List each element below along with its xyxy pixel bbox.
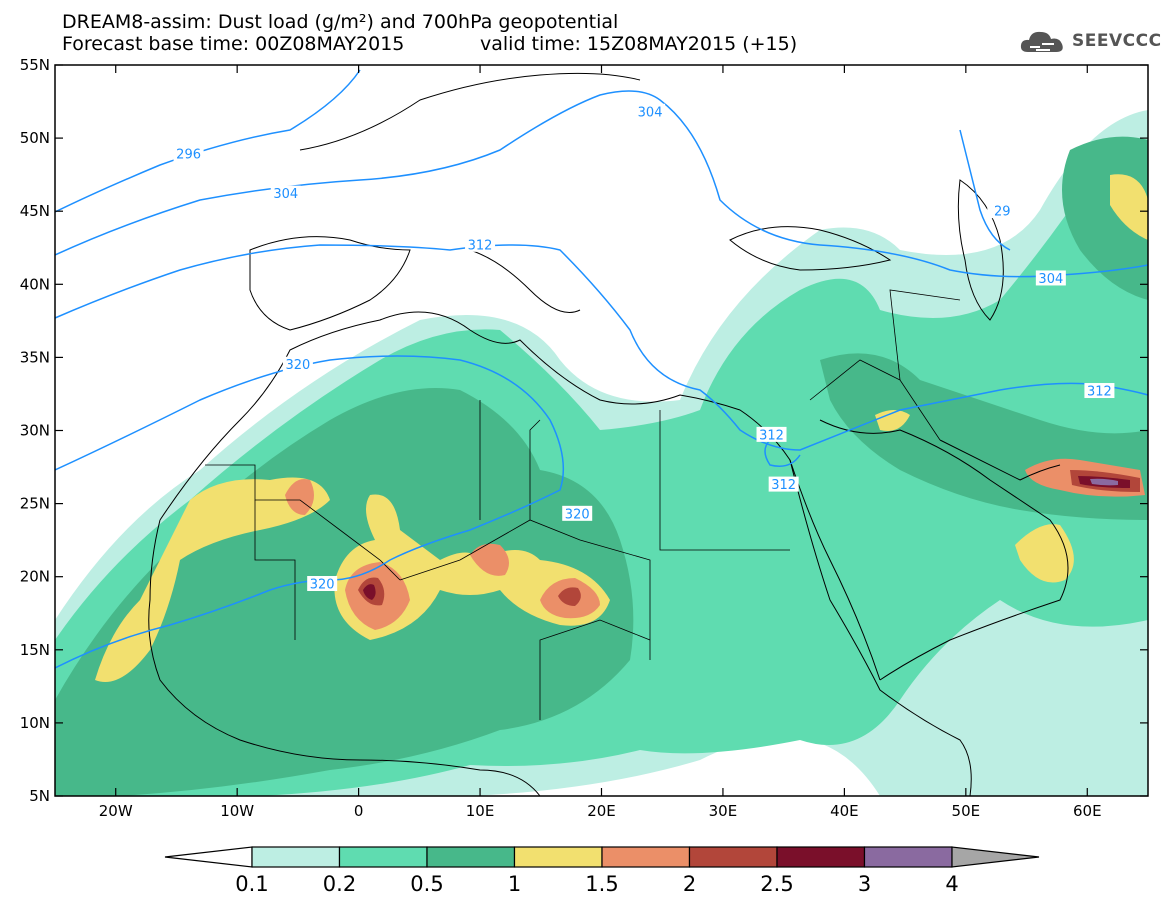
latitude-axis: 55N 50N 45N 40N 35N 30N 25N 20N 15N 10N 5N bbox=[20, 56, 1148, 805]
contour-label-bg bbox=[465, 236, 496, 252]
valid-time: valid time: 15Z08MAY2015 (+15) bbox=[480, 33, 798, 55]
colorbar-segment bbox=[863, 846, 953, 868]
colorbar-level-label: 3 bbox=[858, 872, 871, 896]
contour-label: 320 bbox=[565, 507, 590, 522]
contour-label: 312 bbox=[771, 478, 796, 493]
coast-red-sea bbox=[789, 459, 881, 681]
contour-label: 320 bbox=[310, 578, 335, 593]
coast-europe bbox=[299, 72, 641, 151]
contour-label-bg bbox=[635, 103, 666, 119]
dust-region-2-chad bbox=[558, 587, 581, 606]
coast-black-sea bbox=[729, 226, 892, 271]
contour-label: 320 bbox=[285, 358, 310, 373]
dust-region-25-niger bbox=[363, 584, 376, 600]
colorbar-segment bbox=[601, 846, 691, 868]
lon-tick-label: 40E bbox=[830, 802, 859, 820]
colorbar-level-label: 1.5 bbox=[585, 872, 618, 896]
lon-tick-label: 10W bbox=[220, 802, 254, 820]
longitude-axis: 20W 10W 0 10E 20E 30E 40E 50E 60E bbox=[99, 65, 1102, 820]
dust-region-1-caspian bbox=[1110, 174, 1148, 240]
contour-label-bg bbox=[1084, 383, 1115, 399]
lat-tick-label: 55N bbox=[20, 56, 50, 74]
geopotential-contours bbox=[55, 69, 1148, 669]
colorbar-segment bbox=[776, 846, 866, 868]
contour-label-bg bbox=[1035, 270, 1066, 286]
seevccc-logo: SEEVCCC bbox=[1018, 26, 1162, 56]
colorbar-segment bbox=[426, 846, 516, 868]
dust-region-15-algeria bbox=[285, 479, 314, 515]
colorbar-level-label: 0.2 bbox=[323, 872, 356, 896]
lon-tick-label: 10E bbox=[466, 802, 495, 820]
colorbar-level-label: 2 bbox=[683, 872, 696, 896]
dust-region-1-iraq bbox=[875, 410, 910, 431]
lat-tick-label: 35N bbox=[20, 348, 50, 366]
colorbar-level-label: 0.1 bbox=[235, 872, 268, 896]
contour-labels: 296 304 304 312 320 320 320 312 312 304 312 29 bbox=[173, 103, 1115, 593]
coast-caspian bbox=[957, 179, 1004, 321]
colorbar-level-label: 1 bbox=[508, 872, 521, 896]
colorbar-level-label: 0.5 bbox=[410, 872, 443, 896]
map-title: DREAM8-assim: Dust load (g/m²) and 700hP… bbox=[62, 11, 619, 33]
lon-tick-label: 50E bbox=[952, 802, 981, 820]
contour-label-bg bbox=[307, 576, 338, 592]
lon-tick-label: 60E bbox=[1073, 802, 1102, 820]
dust-region-15-libya bbox=[470, 543, 509, 576]
contour-label-bg bbox=[756, 426, 787, 442]
contour-label-bg bbox=[562, 505, 593, 521]
lat-tick-label: 40N bbox=[20, 275, 50, 293]
colorbar-level-label: 2.5 bbox=[760, 872, 793, 896]
contour-label: 296 bbox=[176, 148, 201, 163]
colorbar-arrow-high bbox=[951, 846, 1040, 868]
contour-label-bg bbox=[173, 146, 204, 162]
lon-tick-label: 0 bbox=[354, 802, 364, 820]
contour-label: 304 bbox=[273, 187, 298, 202]
lat-tick-label: 45N bbox=[20, 202, 50, 220]
colorbar-segment bbox=[251, 846, 341, 868]
lon-tick-label: 30E bbox=[709, 802, 738, 820]
coast-italy bbox=[469, 249, 581, 313]
contour-label: 312 bbox=[759, 428, 784, 443]
lat-tick-label: 50N bbox=[20, 129, 50, 147]
coast-north-africa bbox=[159, 311, 972, 796]
colorbar: 0.1 0.2 0.5 1 1.5 2 2.5 3 4 bbox=[164, 846, 1040, 896]
lat-tick-label: 20N bbox=[20, 568, 50, 586]
contour-label: 312 bbox=[468, 238, 493, 253]
coastline-layer bbox=[148, 72, 1069, 796]
forecast-base-time: Forecast base time: 00Z08MAY2015 bbox=[62, 33, 405, 55]
contour-label-bg bbox=[768, 476, 799, 492]
map-plot-area: 296 304 304 312 320 320 320 312 312 304 312 29 bbox=[55, 65, 1148, 796]
border-layer bbox=[205, 289, 961, 720]
contour-label-bg bbox=[270, 185, 301, 201]
coast-west-africa bbox=[148, 519, 541, 796]
colorbar-segment bbox=[338, 846, 428, 868]
colorbar-segment bbox=[513, 846, 603, 868]
cloud-logo-icon bbox=[1020, 31, 1063, 52]
coast-iberia bbox=[249, 236, 411, 331]
dust-region-3-oman bbox=[1090, 478, 1118, 486]
colorbar-segment bbox=[688, 846, 778, 868]
contour-label: 304 bbox=[638, 105, 663, 120]
lat-tick-label: 15N bbox=[20, 641, 50, 659]
contour-label-bg bbox=[987, 203, 1018, 219]
contour-label-bg bbox=[282, 356, 313, 372]
contour-label: 29 bbox=[994, 205, 1011, 220]
dust-region-1-mauritania bbox=[95, 477, 330, 682]
colorbar-level-label: 4 bbox=[945, 872, 958, 896]
lat-tick-label: 10N bbox=[20, 714, 50, 732]
logo-text: SEEVCCC bbox=[1072, 31, 1162, 51]
dust-region-1-arabia bbox=[1015, 524, 1074, 583]
lat-tick-label: 25N bbox=[20, 495, 50, 513]
contour-label: 312 bbox=[1087, 385, 1112, 400]
dust-field-layer bbox=[55, 110, 1148, 796]
coast-arabia bbox=[819, 419, 1069, 681]
lon-tick-label: 20E bbox=[587, 802, 616, 820]
coast-persian-gulf bbox=[939, 439, 1061, 481]
contour-label: 304 bbox=[1038, 272, 1063, 287]
lat-tick-label: 5N bbox=[29, 787, 50, 805]
colorbar-arrow-low bbox=[164, 846, 253, 868]
lat-tick-label: 30N bbox=[20, 422, 50, 440]
lon-tick-label: 20W bbox=[99, 802, 133, 820]
